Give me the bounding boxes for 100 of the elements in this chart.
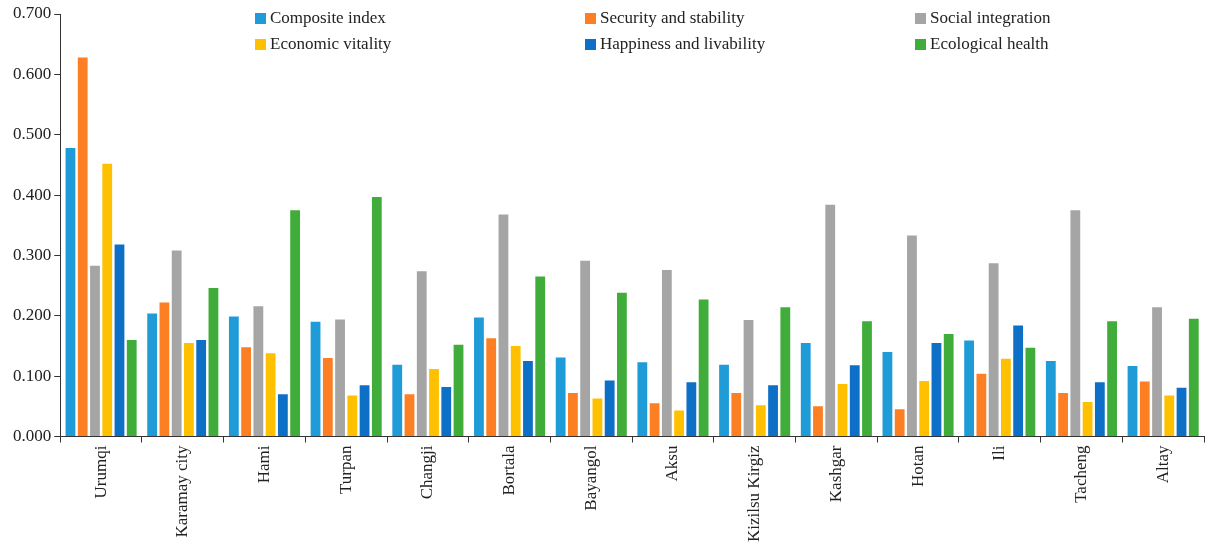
bar	[310, 321, 321, 437]
bar	[813, 406, 823, 437]
x-tick-label: Hami	[253, 445, 273, 484]
bar	[604, 380, 615, 437]
bar	[184, 342, 194, 437]
bar	[335, 319, 345, 437]
bar	[474, 317, 484, 437]
bar	[265, 353, 276, 437]
bar	[780, 307, 791, 437]
bar	[617, 292, 627, 437]
bar	[894, 409, 905, 437]
bar	[907, 235, 917, 437]
bar	[371, 196, 382, 437]
bar	[102, 163, 113, 437]
bar	[392, 364, 403, 437]
bar	[686, 382, 697, 437]
bar	[862, 321, 872, 437]
bar	[555, 357, 566, 437]
bar	[1152, 307, 1162, 437]
bar	[253, 306, 264, 437]
bar	[849, 365, 860, 437]
x-tick-label: Urumqi	[90, 445, 110, 499]
bar	[661, 269, 672, 437]
bar	[277, 394, 288, 437]
bar	[208, 288, 219, 437]
legend-label: Ecological health	[930, 34, 1049, 54]
bar	[228, 316, 239, 437]
legend-label: Happiness and livability	[600, 34, 766, 54]
bar	[441, 387, 452, 437]
bar	[1094, 382, 1105, 437]
bar	[416, 271, 427, 437]
x-tick-label: Turpan	[335, 445, 355, 495]
bar	[1070, 210, 1081, 437]
bar	[731, 393, 742, 437]
bar	[637, 362, 648, 437]
y-tick-label: 0.100	[13, 365, 52, 385]
bar	[77, 57, 88, 437]
bar	[988, 263, 999, 437]
x-tick-label: Ili	[989, 445, 1009, 461]
bar	[171, 250, 182, 437]
x-tick-label: Bortala	[499, 445, 519, 496]
bar	[943, 333, 954, 437]
bar	[159, 302, 170, 437]
bar	[743, 320, 754, 437]
bar	[1045, 361, 1056, 437]
legend-label: Composite index	[270, 8, 386, 28]
bar	[1025, 347, 1036, 437]
bar	[510, 345, 521, 437]
x-tick-label: Kizilsu Kirgiz	[744, 445, 764, 542]
bar	[1082, 402, 1093, 437]
bar	[65, 148, 76, 437]
bar	[498, 214, 509, 437]
bar	[964, 340, 975, 437]
bar	[241, 347, 252, 437]
bar	[919, 380, 930, 437]
bar	[837, 384, 848, 437]
bar	[90, 265, 100, 437]
bar	[825, 204, 836, 437]
y-tick-label: 0.700	[13, 3, 52, 23]
legend-label: Security and stability	[600, 8, 745, 28]
bar	[567, 393, 578, 437]
y-tick-label: 0.400	[13, 184, 52, 204]
bar	[674, 410, 684, 437]
bar	[359, 385, 370, 437]
bar	[523, 361, 533, 437]
bar	[698, 299, 709, 437]
x-tick-label: Bayangol	[580, 445, 600, 511]
bar	[535, 276, 546, 437]
bar	[147, 313, 158, 437]
bar	[931, 342, 942, 437]
bar	[1188, 318, 1199, 437]
bar	[114, 244, 125, 437]
bar	[719, 364, 729, 437]
y-tick-label: 0.200	[13, 305, 52, 325]
bar	[453, 344, 464, 437]
x-tick-label: Changji	[417, 445, 437, 500]
bar	[1127, 365, 1138, 437]
bar	[649, 403, 660, 437]
bar	[290, 210, 301, 437]
bar	[1000, 358, 1011, 437]
legend-label: Social integration	[930, 8, 1051, 28]
x-tick-label: Tacheng	[1070, 445, 1090, 503]
y-tick-label: 0.600	[13, 63, 52, 83]
bar	[755, 405, 766, 437]
bar	[347, 395, 358, 437]
y-tick-label: 0.500	[13, 124, 52, 144]
bar	[580, 260, 591, 437]
bar	[404, 394, 415, 437]
y-tick-label: 0.000	[13, 425, 52, 445]
bar	[1164, 395, 1175, 437]
bar	[800, 342, 811, 437]
bar	[592, 398, 603, 437]
bar	[429, 368, 439, 437]
bar	[1176, 387, 1187, 437]
bar	[1139, 381, 1150, 437]
bar	[196, 339, 207, 437]
x-tick-label: Aksu	[662, 445, 682, 482]
x-tick-label: Altay	[1152, 445, 1172, 484]
bar	[322, 358, 333, 437]
bar	[126, 339, 137, 437]
